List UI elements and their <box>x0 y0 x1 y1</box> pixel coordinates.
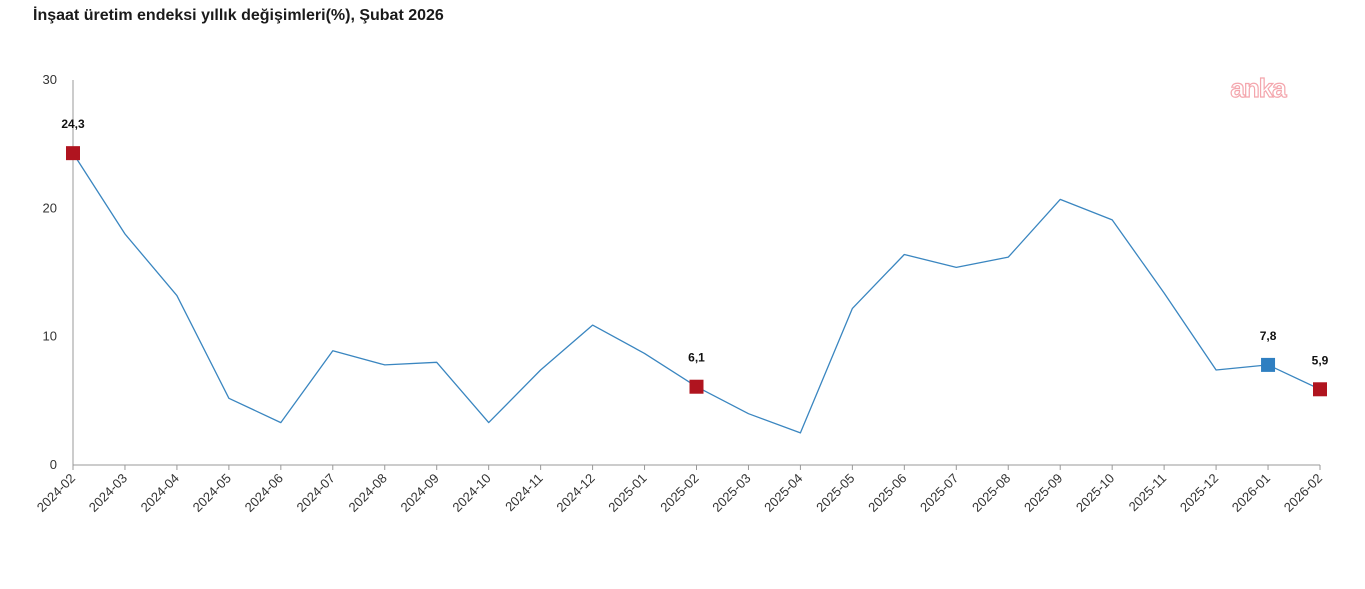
data-point <box>331 349 335 353</box>
y-tick-label: 30 <box>43 72 57 87</box>
x-axis: 2024-02 2024-03 2024-04 2024-05 2024-06 2024-… <box>34 464 1325 515</box>
data-label: 7,8 <box>1260 329 1277 343</box>
data-point <box>850 306 854 310</box>
data-point <box>591 323 595 327</box>
x-tick-label: 2025-08 <box>969 471 1013 515</box>
x-tick-label: 2024-07 <box>294 471 338 515</box>
data-point <box>1058 197 1062 201</box>
data-point <box>1006 255 1010 259</box>
data-label: 24,3 <box>61 117 85 131</box>
data-point <box>227 396 231 400</box>
data-point <box>954 265 958 269</box>
highlight-marker <box>66 146 80 161</box>
x-tick-label: 2024-12 <box>553 471 597 515</box>
x-tick-label: 2024-10 <box>449 471 493 515</box>
highlight-marker <box>1261 357 1276 372</box>
x-tick-label: 2024-09 <box>397 471 441 515</box>
highlight-marker <box>689 379 704 394</box>
x-tick-label: 2024-04 <box>138 471 182 515</box>
data-point <box>643 351 647 355</box>
data-point <box>175 294 179 298</box>
x-tick-label: 2025-04 <box>761 471 805 515</box>
x-tick-label: 2024-08 <box>346 471 390 515</box>
data-point <box>279 421 283 425</box>
data-point <box>798 431 802 435</box>
y-tick-label: 20 <box>43 200 57 215</box>
highlight-marker <box>1313 382 1327 397</box>
data-point <box>487 421 491 425</box>
watermark-logo: anka <box>1230 73 1287 103</box>
x-tick-label: 2026-01 <box>1229 471 1273 515</box>
chart-title: İnşaat üretim endeksi yıllık değişimleri… <box>33 7 444 24</box>
x-tick-label: 2025-09 <box>1021 471 1065 515</box>
x-tick-label: 2025-12 <box>1177 471 1221 515</box>
x-tick-label: 2024-03 <box>86 471 130 515</box>
x-tick-label: 2025-05 <box>813 471 857 515</box>
data-point <box>1214 368 1218 372</box>
data-point <box>123 232 127 236</box>
data-point <box>383 363 387 367</box>
x-tick-label: 2025-06 <box>865 471 909 515</box>
x-tick-label: 2024-06 <box>242 471 286 515</box>
x-tick-label: 2025-07 <box>917 471 961 515</box>
data-label: 5,9 <box>1312 353 1329 367</box>
x-tick-label: 2026-02 <box>1281 471 1325 515</box>
x-tick-label: 2025-10 <box>1073 471 1117 515</box>
data-point <box>1110 218 1114 222</box>
highlight-markers: 24,3 6,1 7,8 5,9 <box>61 117 1329 397</box>
x-tick-label: 2025-01 <box>605 471 649 515</box>
data-point <box>746 412 750 416</box>
x-tick-label: 2024-11 <box>502 471 546 515</box>
data-point <box>1162 291 1166 295</box>
y-axis: 0 10 20 30 <box>43 72 74 472</box>
y-tick-label: 10 <box>43 329 57 344</box>
data-point <box>539 368 543 372</box>
x-tick-label: 2025-03 <box>709 471 753 515</box>
x-tick-label: 2025-02 <box>657 471 701 515</box>
x-tick-label: 2024-05 <box>190 471 234 515</box>
x-tick-label: 2024-02 <box>34 471 78 515</box>
y-tick-label: 0 <box>50 457 57 472</box>
data-point <box>902 253 906 257</box>
x-tick-label: 2025-11 <box>1126 471 1170 515</box>
data-label: 6,1 <box>688 351 705 365</box>
data-point <box>435 360 439 364</box>
